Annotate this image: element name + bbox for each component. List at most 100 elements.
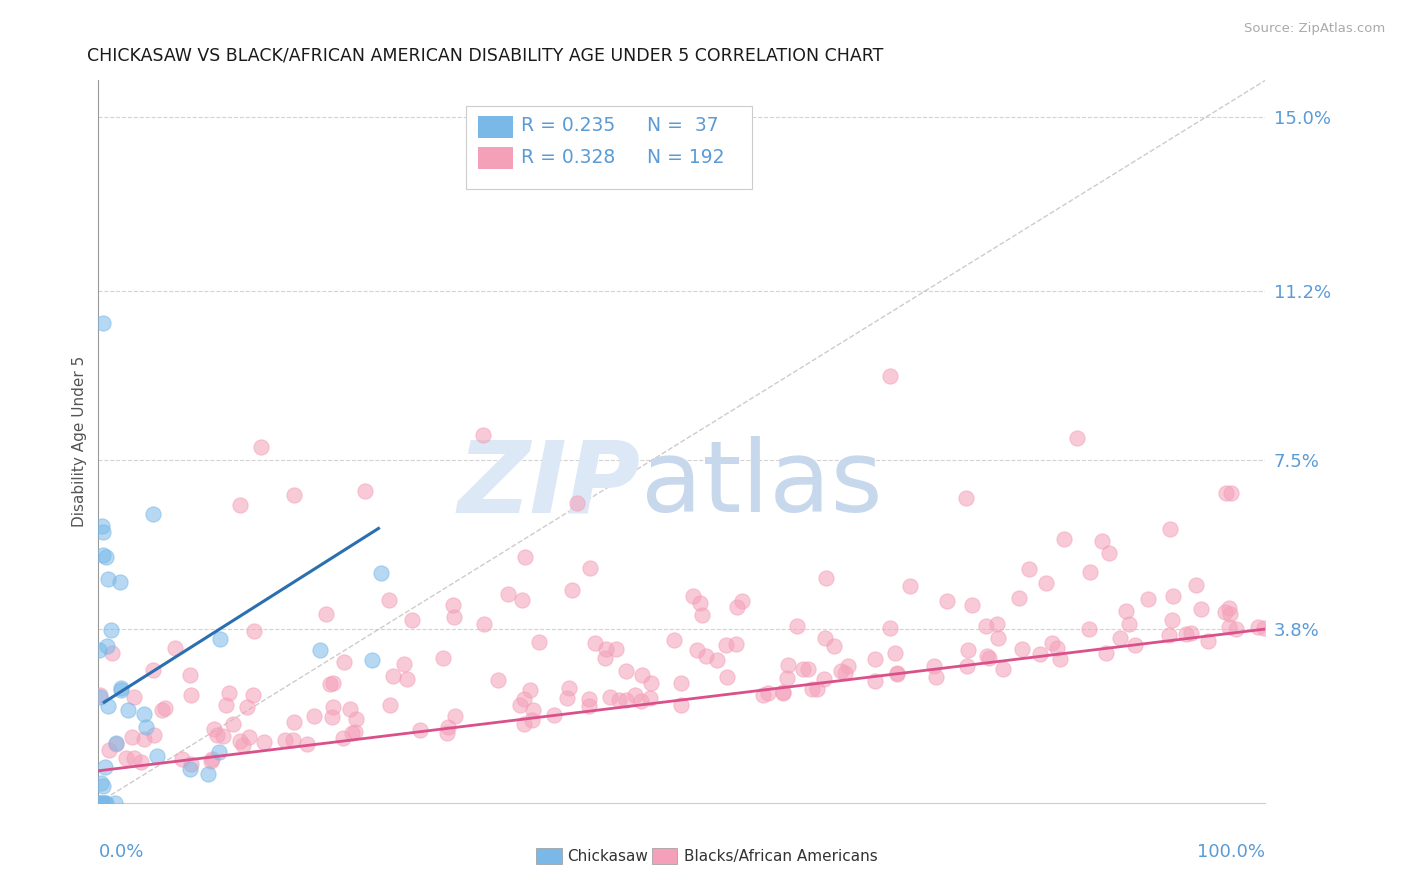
Point [283, 733, 305, 747]
Point [124, 690, 146, 705]
Point [222, 717, 245, 731]
Point [987, 631, 1010, 645]
Point [401, 613, 423, 627]
Point [242, 688, 264, 702]
Point [250, 440, 273, 454]
Point [522, 703, 544, 717]
Point [309, 643, 332, 657]
Point [132, 707, 155, 722]
Point [395, 672, 418, 686]
Point [724, 637, 747, 651]
Point [207, 745, 229, 759]
Text: N = 192: N = 192 [647, 148, 724, 167]
Point [886, 666, 908, 681]
FancyBboxPatch shape [536, 848, 562, 864]
Text: N =  37: N = 37 [647, 116, 718, 136]
Point [142, 663, 165, 677]
Point [437, 720, 460, 734]
Point [509, 698, 531, 712]
Point [208, 632, 231, 647]
Point [731, 594, 754, 608]
Point [792, 662, 814, 676]
Point [595, 642, 617, 657]
Point [558, 681, 581, 695]
Text: 100.0%: 100.0% [1198, 843, 1265, 861]
Point [815, 571, 838, 585]
Point [302, 709, 325, 723]
Point [179, 668, 201, 682]
Point [110, 574, 132, 589]
Point [238, 730, 260, 744]
Point [1040, 635, 1063, 649]
Point [205, 728, 228, 742]
Point [1247, 620, 1270, 634]
Point [814, 631, 837, 645]
Point [1115, 604, 1137, 618]
Point [104, 796, 127, 810]
Point [593, 651, 616, 665]
Point [202, 722, 225, 736]
Point [117, 703, 139, 717]
Point [90, 776, 112, 790]
Point [513, 550, 536, 565]
Point [319, 677, 342, 691]
Point [115, 751, 138, 765]
Point [1018, 562, 1040, 576]
Point [925, 669, 948, 683]
Point [91, 316, 114, 330]
Text: Blacks/African Americans: Blacks/African Americans [685, 849, 877, 864]
Point [772, 685, 794, 699]
Point [142, 728, 165, 742]
Point [977, 651, 1000, 665]
FancyBboxPatch shape [465, 105, 752, 189]
Point [630, 694, 652, 708]
Point [142, 507, 165, 521]
Point [243, 624, 266, 638]
Point [801, 681, 824, 696]
Point [1218, 601, 1240, 615]
Point [813, 672, 835, 686]
Point [671, 676, 693, 690]
Point [830, 664, 852, 678]
Point [91, 524, 114, 539]
Text: 0.0%: 0.0% [98, 843, 143, 861]
Point [94, 796, 117, 810]
Point [776, 671, 799, 685]
Point [578, 692, 600, 706]
Point [607, 693, 630, 707]
Point [394, 657, 416, 671]
Point [146, 749, 169, 764]
Point [179, 763, 201, 777]
Point [339, 702, 361, 716]
Point [614, 664, 637, 678]
Point [232, 738, 254, 752]
Point [1078, 622, 1101, 636]
Point [936, 594, 959, 608]
Point [879, 369, 901, 384]
Point [382, 669, 405, 683]
Point [124, 750, 146, 764]
Point [333, 655, 356, 669]
Point [322, 675, 344, 690]
Point [1159, 628, 1181, 642]
Point [153, 701, 176, 715]
Point [837, 659, 859, 673]
Point [1049, 652, 1071, 666]
Point [797, 662, 820, 676]
Point [690, 607, 713, 622]
Point [252, 735, 274, 749]
Point [924, 658, 946, 673]
Point [716, 670, 738, 684]
Point [370, 566, 392, 580]
Point [1175, 627, 1198, 641]
Point [94, 550, 117, 565]
Text: ZIP: ZIP [458, 436, 641, 533]
Point [344, 713, 367, 727]
Point [1011, 642, 1033, 657]
Point [543, 707, 565, 722]
Point [640, 675, 662, 690]
Point [512, 593, 534, 607]
Point [529, 635, 551, 649]
Point [378, 698, 401, 713]
Point [93, 796, 115, 810]
